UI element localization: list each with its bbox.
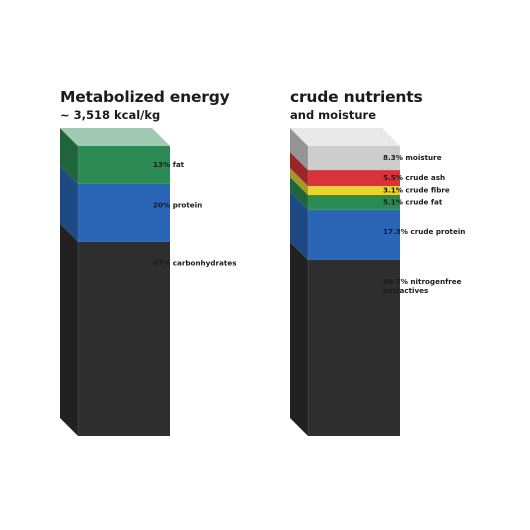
- segment-5-1-crude-fat: [290, 177, 400, 210]
- segment-front-3-1-crude-fibre: [308, 186, 400, 196]
- segment-label-13-fat: 13% fat: [153, 160, 185, 169]
- energy-title: Metabolized energy: [60, 88, 230, 106]
- segment-3-1-crude-fibre: [290, 168, 400, 196]
- segment-label-17-3-crude-protein: 17.3% crude protein: [383, 227, 465, 236]
- segment-5-5-crude-ash: [290, 152, 400, 187]
- segment-label-5-5-crude-ash: 5.5% crude ash: [383, 173, 445, 182]
- segment-label-3-1-crude-fibre: 3.1% crude fibre: [383, 186, 450, 195]
- segment-side-3-1-crude-fibre: [290, 168, 308, 196]
- segment-67-carbonhydrates: [60, 223, 170, 436]
- segment-label-20-protein: 20% protein: [153, 201, 202, 210]
- segment-label-8-3-moisture: 8.3% moisture: [383, 153, 442, 162]
- segment-front-60-7-nitrogenfree-extractives: [308, 259, 400, 436]
- column-top-cap: [60, 128, 170, 146]
- segment-20-protein: [60, 165, 170, 242]
- nutrients-subtitle: and moisture: [290, 108, 377, 122]
- nutrients-panel: crude nutrients and moisture: [0, 0, 423, 530]
- segment-side-60-7-nitrogenfree-extractives: [290, 241, 308, 436]
- segment-front-17-3-crude-protein: [308, 209, 400, 260]
- segment-front-5-1-crude-fat: [308, 195, 400, 210]
- segment-side-17-3-crude-protein: [290, 191, 308, 260]
- nutrients-title: crude nutrients: [290, 88, 423, 106]
- column-top-cap: [290, 128, 400, 146]
- segment-front-8-3-moisture: [308, 146, 400, 171]
- energy-panel: Metabolized energy ~ 3,518 kcal/kg 67% c…: [0, 0, 240, 530]
- segment-side-5-5-crude-ash: [290, 152, 308, 187]
- segment-side-67-carbonhydrates: [60, 223, 78, 436]
- segment-8-3-moisture: [290, 128, 400, 171]
- energy-stacked-column: 67% carbonhydrates 20% protein 13% fat: [60, 128, 237, 436]
- segment-label-60-7-nitrogenfree-extractives: 60.7% nitrogenfree extractives: [383, 277, 462, 295]
- segment-front-13-fat: [78, 146, 170, 184]
- segment-front-20-protein: [78, 183, 170, 242]
- segment-front-5-5-crude-ash: [308, 170, 400, 187]
- segment-side-20-protein: [60, 165, 78, 242]
- segment-13-fat: [60, 128, 170, 184]
- segment-front-67-carbonhydrates: [78, 241, 170, 436]
- segment-17-3-crude-protein: [290, 191, 400, 260]
- segment-side-13-fat: [60, 128, 78, 184]
- segment-side-8-3-moisture: [290, 128, 308, 171]
- segment-label-67-carbonhydrates: 67% carbonhydrates: [153, 259, 237, 268]
- energy-subtitle: ~ 3,518 kcal/kg: [60, 108, 161, 122]
- segment-label-5-1-crude-fat: 5.1% crude fat: [383, 197, 443, 206]
- segment-side-5-1-crude-fat: [290, 177, 308, 210]
- segment-60-7-nitrogenfree-extractives: [290, 241, 400, 436]
